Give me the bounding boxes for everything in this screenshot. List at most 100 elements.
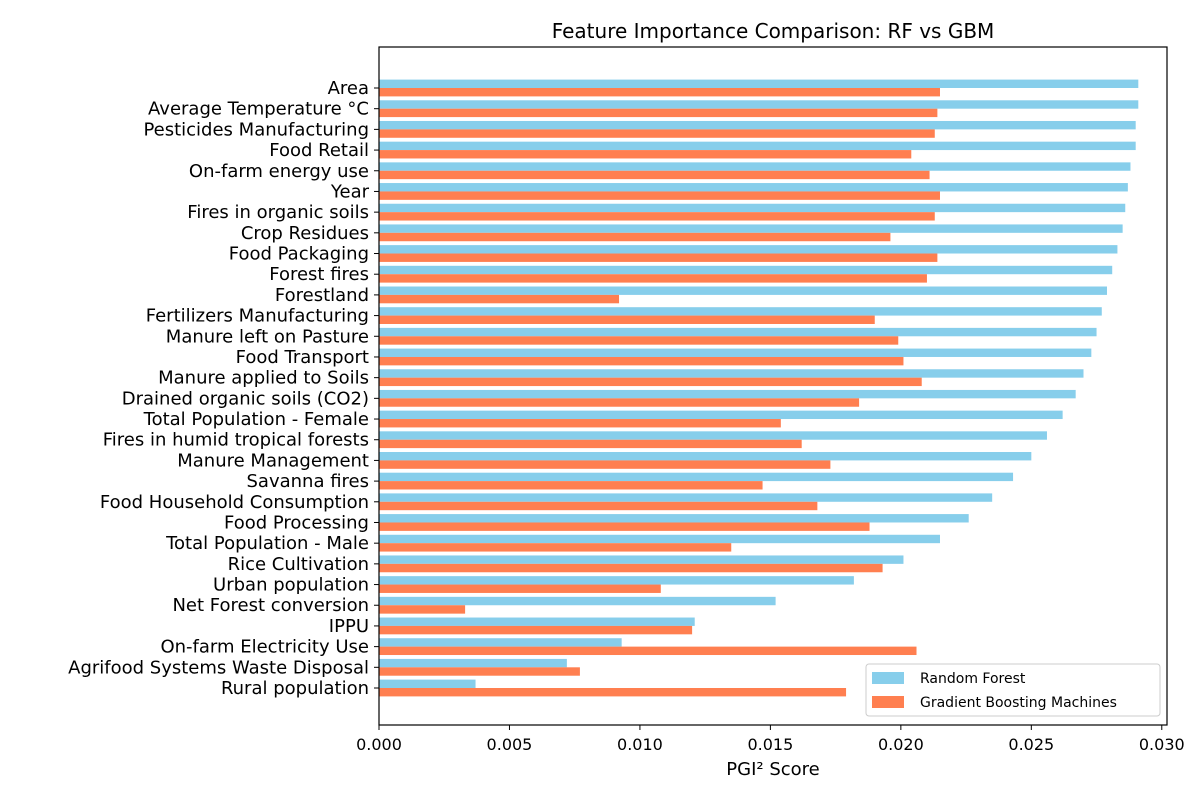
rf-bar-15 [379,389,1076,399]
gbm-bar-27 [379,646,917,656]
rf-bar-14 [379,369,1084,378]
rf-bar-19 [379,472,1014,482]
rf-bar-20 [379,493,993,502]
gbm-bar-9 [379,274,927,283]
y-tick-label: Savanna fires [246,471,369,492]
rf-bar-17 [379,431,1047,440]
y-tick-label: Net Forest conversion [172,595,369,616]
rf-bar-2 [379,120,1136,130]
rf-bar-7 [379,224,1123,233]
y-tick-label: Total Population - Female [143,409,369,430]
gbm-bar-6 [379,212,935,221]
y-tick-label: Food Household Consumption [100,492,369,513]
gbm-bar-16 [379,419,781,428]
gbm-bar-5 [379,191,940,200]
x-tick-label: 0.005 [487,735,533,754]
y-tick-label: Drained organic soils (CO2) [122,388,369,409]
rf-bar-28 [379,658,567,668]
gbm-bar-26 [379,625,693,635]
rf-bar-13 [379,348,1092,357]
gbm-bar-25 [379,605,466,614]
legend: Random Forest Gradient Boosting Machines [865,663,1161,717]
rf-bar-23 [379,555,904,564]
y-tick-label: Food Transport [236,347,369,368]
gbm-bar-20 [379,501,818,511]
gbm-bar-0 [379,88,940,97]
rf-bar-22 [379,534,940,544]
rf-bar-6 [379,203,1126,213]
y-tick-label: Year [330,181,370,202]
rf-bar-0 [379,79,1139,88]
gbm-bar-29 [379,688,847,697]
y-tick-label: Average Temperature °C [148,99,369,120]
gbm-bar-14 [379,377,922,387]
x-tick-label: 0.025 [1008,735,1054,754]
x-axis: 0.000 0.005 0.010 0.015 0.020 0.025 0.030 [356,725,1185,754]
y-tick-label: Manure applied to Soils [158,368,369,389]
rf-bar-5 [379,183,1128,192]
gbm-bar-21 [379,522,870,531]
gbm-bar-28 [379,667,580,676]
rf-bar-4 [379,162,1131,171]
y-tick-label: Fertilizers Manufacturing [146,306,369,327]
gbm-bar-22 [379,543,732,552]
gbm-bar-18 [379,460,831,469]
y-tick-label: Food Retail [269,140,369,161]
gbm-bar-23 [379,563,883,573]
y-tick-label: Crop Residues [241,223,369,244]
legend-swatch [872,696,904,708]
rf-bar-24 [379,576,854,585]
gbm-bar-12 [379,336,899,345]
y-tick-label: Forest fires [269,264,369,285]
y-tick-label: Manure Management [177,450,369,471]
y-tick-label: Food Processing [224,512,369,533]
gbm-bar-24 [379,584,661,593]
gbm-bar-17 [379,439,802,449]
rf-bar-3 [379,141,1136,151]
chart-title: Feature Importance Comparison: RF vs GBM [552,19,995,43]
y-tick-label: Fires in organic soils [187,202,369,223]
y-tick-label: Agrifood Systems Waste Disposal [68,657,369,678]
y-tick-label: Urban population [213,575,369,596]
legend-box [865,663,1161,717]
rf-bar-11 [379,307,1102,316]
y-tick-label: Fires in humid tropical forests [103,430,369,451]
plot-frame [378,46,1168,726]
y-tick-label: Rice Cultivation [228,554,369,575]
y-tick-label: On-farm Electricity Use [160,637,369,658]
y-tick-label: Food Packaging [229,244,369,265]
rf-bar-21 [379,514,969,523]
gbm-bar-1 [379,108,938,118]
x-tick-label: 0.015 [747,735,793,754]
y-tick-label: Rural population [221,678,369,699]
rf-bar-1 [379,100,1139,109]
rf-bar-8 [379,245,1118,254]
rf-bar-18 [379,452,1032,461]
gbm-bar-11 [379,315,875,324]
legend-label: Random Forest [920,671,1026,687]
gbm-bar-19 [379,481,763,490]
rf-bar-25 [379,596,776,606]
y-tick-label: IPPU [329,616,369,637]
y-tick-label: On-farm energy use [189,161,369,182]
y-tick-label: Pesticides Manufacturing [143,119,369,140]
rf-bar-27 [379,638,622,647]
gbm-bar-4 [379,170,930,180]
bars-group [379,79,1139,697]
gbm-bar-7 [379,232,891,242]
gbm-bar-13 [379,356,904,366]
x-tick-label: 0.030 [1139,735,1185,754]
gbm-bar-2 [379,129,935,138]
x-tick-label: 0.020 [878,735,924,754]
y-tick-label: Manure left on Pasture [166,326,369,347]
y-tick-label: Area [328,78,369,99]
gbm-bar-10 [379,294,620,304]
rf-bar-9 [379,265,1113,275]
rf-bar-26 [379,617,695,626]
x-tick-label: 0.010 [617,735,663,754]
gbm-bar-3 [379,150,912,159]
y-tick-label: Forestland [275,285,369,306]
rf-bar-10 [379,286,1107,295]
